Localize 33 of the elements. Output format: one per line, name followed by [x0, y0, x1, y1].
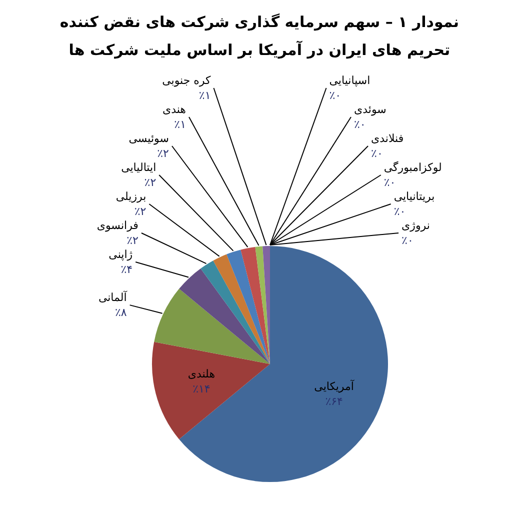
- data-label: ٪۲: [144, 176, 156, 189]
- text: ٪۰: [402, 234, 414, 247]
- text: ٪۰: [354, 118, 366, 131]
- text: ٪۰: [371, 146, 383, 160]
- data-label: ٪۱: [198, 88, 211, 102]
- data-label: ٪۶۴: [325, 395, 344, 408]
- slice-label: هلندی: [188, 367, 216, 380]
- text: ٪۰: [329, 88, 342, 102]
- data-label: ٪۱۴: [192, 382, 210, 396]
- category-label: بریتانیایی: [394, 190, 435, 203]
- data-label: ٪۲: [157, 146, 170, 160]
- text: ٪۰: [394, 204, 406, 218]
- category-label: فنلاندی: [371, 132, 404, 145]
- data-label: ٪۲: [126, 234, 139, 247]
- text: ٪۰: [384, 176, 396, 189]
- category-label: نروژی: [402, 218, 430, 232]
- data-label: ٪۴: [120, 262, 133, 276]
- slice-label: برزیلی: [116, 190, 146, 203]
- slice-label: سوئیسی: [128, 132, 169, 145]
- slice-label: هندی: [162, 102, 186, 116]
- category-label: لوکزامبورگی: [384, 160, 442, 174]
- slice-label: آمریکایی: [314, 379, 355, 394]
- slice-label: آلمانی: [98, 290, 128, 304]
- slice-label: ایتالیایی: [121, 160, 156, 174]
- category-label: اسپانیایی: [329, 74, 370, 87]
- slice-label: کره جنوبی: [162, 74, 212, 87]
- data-label: ٪۸: [114, 306, 127, 319]
- chart-title: نمودار ۱ – سهم سرمایه گذاری شرکت های نقض کننده تحریم های ایران در آمریکا بر اساس ملیت شرکت ها: [58, 12, 460, 61]
- category-label: سوئدی: [354, 102, 386, 116]
- slice-label: ژاپنی: [108, 248, 133, 261]
- data-label: ٪۱: [174, 118, 186, 131]
- data-label: ٪۲: [134, 204, 146, 218]
- slice-label: فرانسوی: [96, 218, 138, 232]
